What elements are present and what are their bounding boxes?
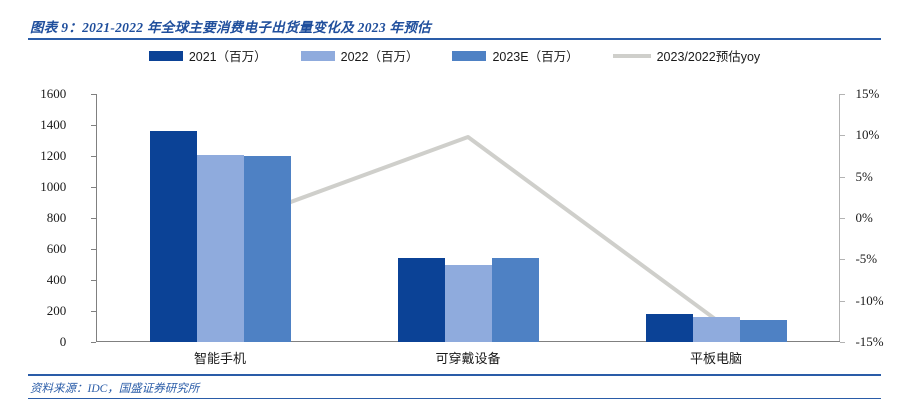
y-axis-left-label: 1000 bbox=[40, 179, 67, 194]
x-axis-category-label: 可穿戴设备 bbox=[435, 351, 501, 366]
legend-item[interactable]: 2023/2022预估yoy bbox=[612, 46, 761, 65]
y-axis-right-line bbox=[839, 94, 840, 342]
y-axis-left-tick bbox=[91, 187, 96, 188]
bar-2023e[interactable] bbox=[491, 258, 539, 342]
bar-2022[interactable] bbox=[692, 316, 740, 342]
y-axis-right-tick bbox=[840, 176, 845, 178]
y-axis-left-label: 400 bbox=[46, 272, 67, 287]
legend-swatch-icon bbox=[452, 50, 487, 61]
y-axis-left-label: 1200 bbox=[40, 148, 67, 163]
y-axis-left-label: 0 bbox=[59, 334, 67, 349]
y-axis-right-label: -5% bbox=[855, 251, 878, 267]
y-axis-left-tick bbox=[91, 249, 96, 250]
y-axis-left-label: 1400 bbox=[40, 117, 67, 132]
y-axis-right-tick bbox=[840, 218, 845, 219]
yoy-line-path bbox=[218, 135, 718, 322]
footer-divider-bottom bbox=[28, 398, 881, 399]
y-axis-right-label: -15% bbox=[855, 334, 884, 349]
plot-frame: 0 200 400 600 800 1000 1200 1400 1600 -15% -10% -5%… bbox=[40, 86, 883, 349]
bar-2023e[interactable] bbox=[243, 156, 291, 342]
legend-swatch-icon bbox=[300, 50, 335, 61]
y-axis-right-label: 0% bbox=[855, 210, 873, 225]
footer-divider-top bbox=[28, 374, 881, 376]
y-axis-right-label: 5% bbox=[855, 168, 873, 184]
legend-swatch-icon bbox=[148, 50, 183, 61]
y-axis-left-label: 200 bbox=[46, 303, 67, 318]
y-axis-left-tick bbox=[91, 342, 96, 343]
y-axis-left-tick bbox=[91, 218, 96, 219]
y-axis-right-label: 15% bbox=[855, 86, 880, 101]
x-axis-category-label: 智能手机 bbox=[193, 351, 247, 366]
legend-item[interactable]: 2023E（百万） bbox=[452, 46, 579, 65]
y-axis-left-tick bbox=[91, 156, 96, 157]
y-axis-left-label: 1600 bbox=[40, 86, 67, 101]
y-axis-right-label: 10% bbox=[855, 127, 880, 143]
bar-2021[interactable] bbox=[397, 258, 445, 342]
bar-2023e[interactable] bbox=[739, 319, 787, 342]
y-axis-right-tick bbox=[840, 342, 845, 343]
bar-2021[interactable] bbox=[645, 314, 693, 342]
y-axis-right-label: -10% bbox=[855, 292, 884, 308]
legend-item[interactable]: 2021（百万） bbox=[148, 46, 267, 65]
plot-area: 0 200 400 600 800 1000 1200 1400 1600 -15% -10% -5%… bbox=[40, 86, 883, 349]
legend-item-label: 2021（百万） bbox=[188, 50, 267, 64]
bar-2022[interactable] bbox=[444, 265, 492, 342]
y-axis-left-label: 600 bbox=[46, 241, 67, 256]
yoy-line-series bbox=[218, 135, 718, 322]
y-axis-right-tick bbox=[840, 135, 845, 137]
y-axis-left-label: 800 bbox=[46, 210, 67, 225]
legend-item-label: 2023E（百万） bbox=[492, 50, 579, 64]
y-axis-left-tick bbox=[91, 94, 96, 95]
y-axis-left-tick bbox=[91, 280, 96, 281]
source-note: 资料来源：IDC，国盛证券研究所 bbox=[30, 383, 200, 395]
x-axis-category-labels: 智能手机 可穿戴设备 平板电脑 bbox=[96, 348, 840, 368]
y-axis-right-tick bbox=[840, 94, 845, 95]
bar-2021[interactable] bbox=[149, 131, 197, 342]
legend-item-label: 2023/2022预估yoy bbox=[656, 50, 761, 64]
y-axis-left-line bbox=[96, 94, 97, 342]
x-axis-category-label: 平板电脑 bbox=[689, 351, 743, 366]
title-divider bbox=[28, 38, 881, 40]
y-axis-right-tick bbox=[840, 300, 845, 302]
y-axis-right-tick bbox=[840, 259, 845, 261]
legend-line-icon bbox=[612, 53, 651, 58]
figure-title: 图表 9：2021-2022 年全球主要消费电子出货量变化及 2023 年预估 bbox=[30, 20, 431, 35]
chart-legend: 2021（百万） 2022（百万） 2023E（百万） 2023/2022预估yoy bbox=[0, 46, 909, 65]
bar-2022[interactable] bbox=[196, 155, 244, 342]
y-axis-left-tick bbox=[91, 311, 96, 312]
y-axis-left-tick bbox=[91, 125, 96, 126]
legend-item[interactable]: 2022（百万） bbox=[300, 46, 419, 65]
legend-item-label: 2022（百万） bbox=[340, 50, 419, 64]
